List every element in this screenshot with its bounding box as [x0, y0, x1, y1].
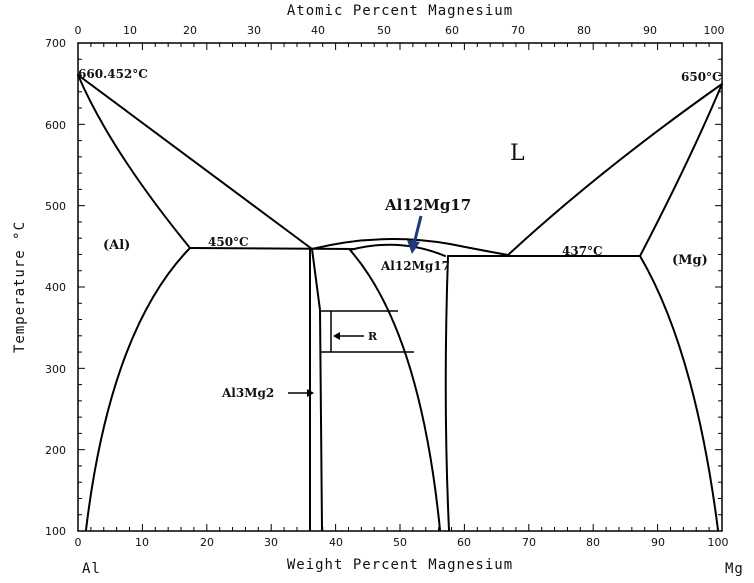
- liquidus-left: [77, 74, 313, 250]
- y-tick-label: 600: [45, 119, 66, 132]
- al-solidus: [77, 74, 191, 249]
- al3mg2-line-right: [311, 248, 323, 531]
- x-tick-label-top: 20: [183, 24, 197, 37]
- al12mg17-dome-liquidus: [311, 238, 509, 256]
- x-tick-label-top: 30: [247, 24, 261, 37]
- x-tick-label-top: 90: [643, 24, 657, 37]
- r-phase-arrow: [333, 332, 364, 340]
- mg-solidus: [639, 83, 723, 257]
- x-tick-label: 60: [457, 536, 471, 549]
- x-tick-label: 90: [651, 536, 665, 549]
- left-element-label: Al: [82, 561, 101, 577]
- x-tick-labels-bottom: 0 10 20 30 40 50 60 70 80 90 100: [75, 536, 729, 549]
- y-tick-labels: 700 600 500 400 300 200 100: [45, 37, 66, 538]
- al-solvus: [85, 247, 191, 531]
- al3mg2-label: Al3Mg2: [221, 386, 274, 400]
- al-phase-label: (Al): [103, 238, 130, 253]
- al12mg17-callout-arrow: [407, 215, 423, 254]
- x-tick-label-top: 70: [511, 24, 525, 37]
- al12mg17-right-boundary: [444, 255, 450, 531]
- x-tick-label: 30: [264, 536, 278, 549]
- x-tick-label: 50: [393, 536, 407, 549]
- x-tick-labels-top: 0 10 20 30 40 50 60 70 80 90 100: [75, 24, 725, 37]
- r-phase-label: R: [368, 330, 378, 343]
- bottom-axis-title: Weight Percent Magnesium: [287, 557, 513, 573]
- eutectic-450-line: [189, 247, 356, 250]
- x-tick-label-top: 40: [311, 24, 325, 37]
- x-tick-label: 20: [200, 536, 214, 549]
- x-tick-label-top: 50: [377, 24, 391, 37]
- y-tick-label: 300: [45, 363, 66, 376]
- y-tick-label: 400: [45, 281, 66, 294]
- mg-solvus: [639, 255, 719, 531]
- eutectic-450-label: 450°C: [208, 235, 249, 249]
- x-tick-label-top: 80: [577, 24, 591, 37]
- x-tick-label-top: 60: [445, 24, 459, 37]
- x-tick-label: 70: [522, 536, 536, 549]
- y-tick-label: 700: [45, 37, 66, 50]
- al12mg17-left-boundary: [349, 249, 441, 531]
- al12mg17-callout-label: Al12Mg17: [384, 196, 471, 214]
- y-tick-label: 500: [45, 200, 66, 213]
- y-tick-label: 200: [45, 444, 66, 457]
- top-axis-title: Atomic Percent Magnesium: [287, 3, 513, 19]
- axis-ticks: [77, 42, 723, 532]
- mg-phase-label: (Mg): [672, 253, 708, 268]
- liquidus-right: [507, 83, 723, 256]
- mg-melting-label: 650°C: [681, 70, 722, 84]
- plot-frame: [77, 42, 723, 532]
- phase-boundaries: [77, 74, 723, 531]
- right-element-label: Mg: [725, 561, 744, 577]
- eutectic-437-label: 437°C: [562, 244, 603, 258]
- x-tick-label: 40: [329, 536, 343, 549]
- al-melting-label: 660.452°C: [78, 67, 148, 81]
- x-tick-label-top: 10: [123, 24, 137, 37]
- x-tick-label: 10: [135, 536, 149, 549]
- x-tick-label: 100: [708, 536, 729, 549]
- y-tick-label: 100: [45, 525, 66, 538]
- x-tick-label: 0: [75, 536, 82, 549]
- x-tick-label: 80: [586, 536, 600, 549]
- x-tick-label-top: 100: [704, 24, 725, 37]
- left-axis-title: Temperature °C: [12, 221, 28, 353]
- al12mg17-phase-label: Al12Mg17: [380, 259, 450, 273]
- x-tick-label-top: 0: [75, 24, 82, 37]
- liquid-label: L: [510, 141, 525, 166]
- al12mg17-dome-inner: [349, 243, 446, 257]
- al3mg2-arrow: [288, 389, 314, 397]
